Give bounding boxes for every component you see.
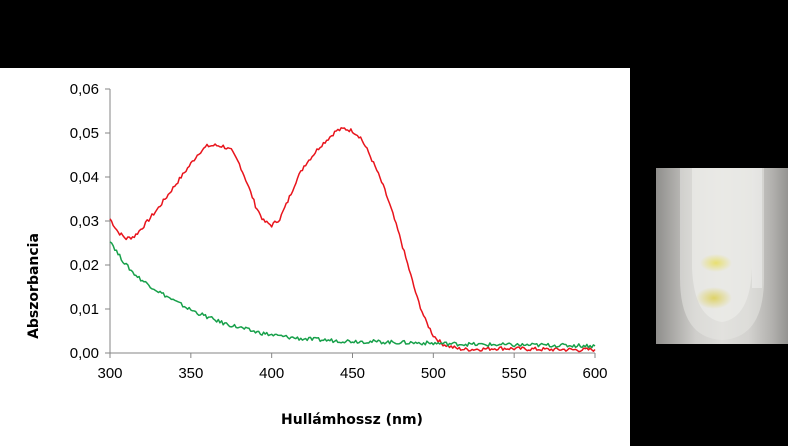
- chart-ticks: 0,00 0,01 0,02 0,03 0,04 0,05 0,06 300 350 400 450…: [70, 81, 608, 382]
- red-absorbance-series: [109, 127, 596, 353]
- y-tick-label: 0,03: [70, 213, 99, 230]
- green-absorbance-series: [109, 241, 596, 349]
- x-tick-label: 300: [97, 365, 122, 382]
- absorbance-chart: 0,00 0,01 0,02 0,03 0,04 0,05 0,06 300 350 400 450…: [26, 81, 608, 428]
- x-tick-label: 500: [421, 365, 446, 382]
- chart-panel: 0,00 0,01 0,02 0,03 0,04 0,05 0,06 300 350 400 450…: [0, 68, 630, 446]
- x-axis-title: Hullámhossz (nm): [281, 412, 423, 428]
- y-tick-label: 0,02: [70, 257, 99, 274]
- y-tick-label: 0,00: [70, 345, 99, 362]
- test-tube-photo-graphic: [680, 168, 764, 340]
- test-tube-photo: [656, 168, 788, 344]
- x-tick-label: 550: [502, 365, 527, 382]
- chart-series: [109, 127, 596, 353]
- y-axis-title: Abszorbancia: [26, 233, 42, 339]
- x-tick-label: 450: [340, 365, 365, 382]
- x-tick-label: 400: [259, 365, 284, 382]
- y-tick-label: 0,01: [70, 301, 99, 318]
- y-tick-label: 0,05: [70, 125, 99, 142]
- x-tick-label: 350: [178, 365, 203, 382]
- y-tick-label: 0,06: [70, 81, 99, 98]
- chart-axes: [109, 89, 595, 354]
- x-tick-label: 600: [582, 365, 607, 382]
- y-tick-label: 0,04: [70, 169, 99, 186]
